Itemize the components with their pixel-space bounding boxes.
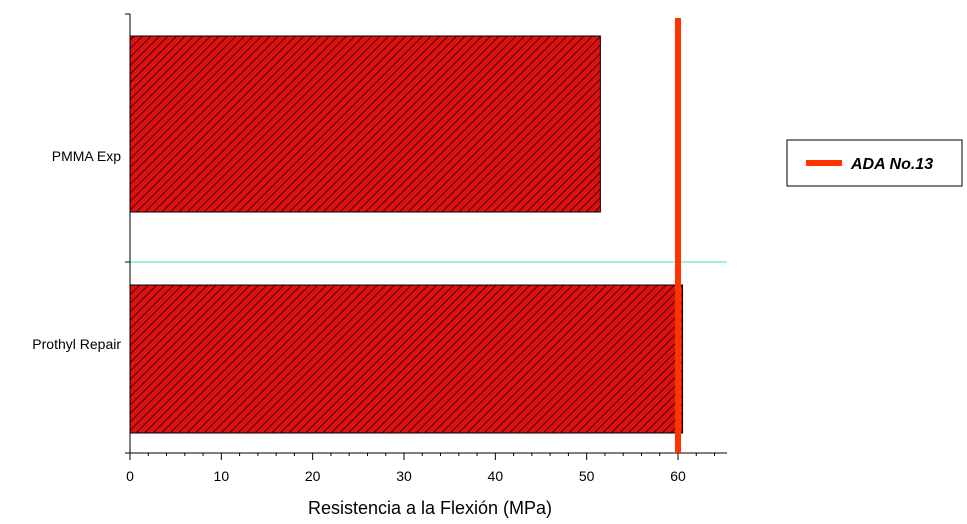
category-label: PMMA Exp bbox=[52, 148, 121, 164]
x-tick-label: 60 bbox=[670, 468, 686, 484]
legend-label: ADA No.13 bbox=[850, 156, 933, 173]
bar-prothyl-repair bbox=[129, 284, 684, 434]
x-tick-label: 50 bbox=[579, 468, 595, 484]
legend: ADA No.13 bbox=[786, 139, 963, 187]
x-axis-title: Resistencia a la Flexión (MPa) bbox=[308, 498, 552, 518]
category-label: Prothyl Repair bbox=[32, 336, 121, 352]
x-tick-label: 10 bbox=[214, 468, 230, 484]
x-tick-label: 40 bbox=[488, 468, 504, 484]
bar-pmma-exp bbox=[129, 35, 601, 213]
x-tick-label: 20 bbox=[305, 468, 321, 484]
x-tick-label: 30 bbox=[396, 468, 412, 484]
x-tick-label: 0 bbox=[126, 468, 134, 484]
